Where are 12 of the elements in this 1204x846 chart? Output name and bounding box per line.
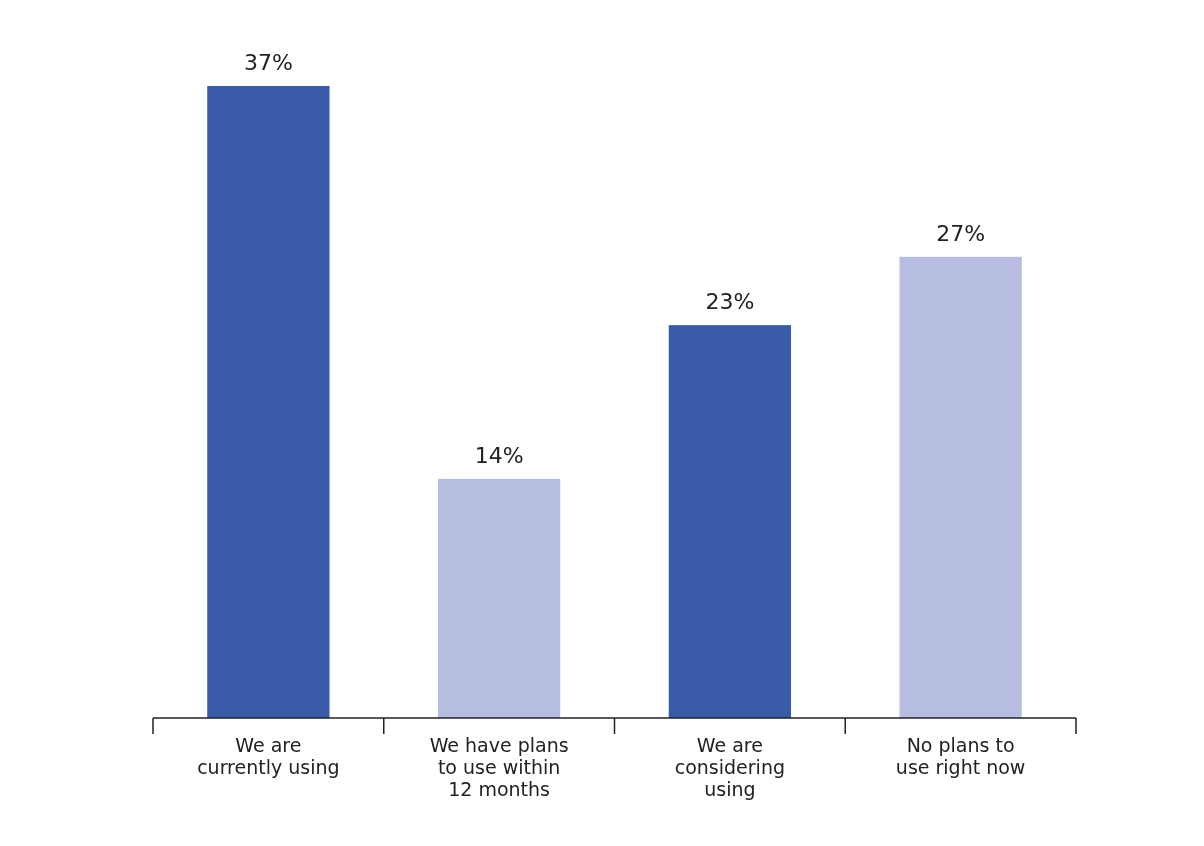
data-label: 27% bbox=[936, 220, 986, 246]
x-tick-label: No plans to use right now bbox=[895, 734, 1026, 778]
x-tick-label: We have plans to use within 12 months bbox=[429, 734, 569, 800]
x-tick-label: We are considering using bbox=[674, 734, 785, 800]
x-tick-label: We are currently using bbox=[197, 734, 340, 778]
bar bbox=[207, 86, 330, 718]
data-label: 23% bbox=[705, 289, 755, 315]
bar bbox=[668, 325, 792, 718]
data-label: 37% bbox=[243, 50, 293, 75]
data-label: 14% bbox=[474, 442, 524, 468]
bar bbox=[899, 256, 1022, 718]
bar bbox=[437, 478, 561, 718]
